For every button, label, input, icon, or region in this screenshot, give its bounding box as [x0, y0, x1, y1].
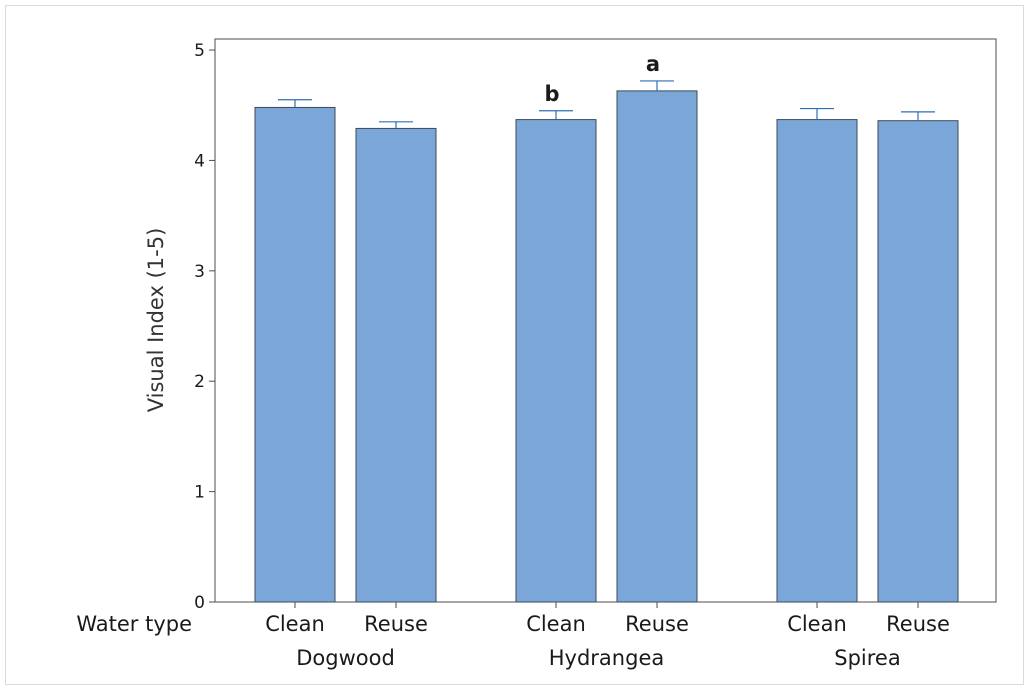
- bar-dogwood-clean: [254, 106, 336, 603]
- y-tick-label: 1: [194, 483, 205, 503]
- y-tick-label: 4: [194, 151, 205, 171]
- bar-hydrangea-clean: [515, 119, 597, 603]
- bar-dogwood-reuse: [355, 127, 437, 603]
- category-label: Reuse: [625, 612, 689, 636]
- x-axis: Clean Reuse Dogwood Clean Reuse Hydrangea Clea…: [265, 602, 950, 670]
- bar-hydrangea-reuse: [616, 90, 698, 603]
- group-label: Dogwood: [296, 646, 395, 670]
- category-label: Clean: [526, 612, 586, 636]
- bar-spirea-clean: [776, 119, 858, 603]
- significance-label: b: [544, 82, 559, 106]
- plot-area: [214, 38, 997, 603]
- y-axis-label: Visual Index (1-5): [144, 228, 168, 413]
- y-axis: 0 1 2 3 4 5: [194, 41, 215, 613]
- y-tick-label: 0: [194, 593, 205, 613]
- bar-spirea-reuse: [877, 120, 959, 603]
- category-label: Reuse: [364, 612, 428, 636]
- significance-label: a: [646, 52, 660, 76]
- category-label: Clean: [787, 612, 847, 636]
- group-label: Spirea: [834, 646, 900, 670]
- bars-layer: ba: [254, 52, 959, 603]
- y-tick-label: 2: [194, 372, 205, 392]
- y-tick-label: 5: [194, 41, 205, 61]
- category-label: Reuse: [886, 612, 950, 636]
- row-label-water-type: Water type: [76, 612, 192, 636]
- category-label: Clean: [265, 612, 325, 636]
- group-label: Hydrangea: [549, 646, 664, 670]
- y-tick-label: 3: [194, 262, 205, 282]
